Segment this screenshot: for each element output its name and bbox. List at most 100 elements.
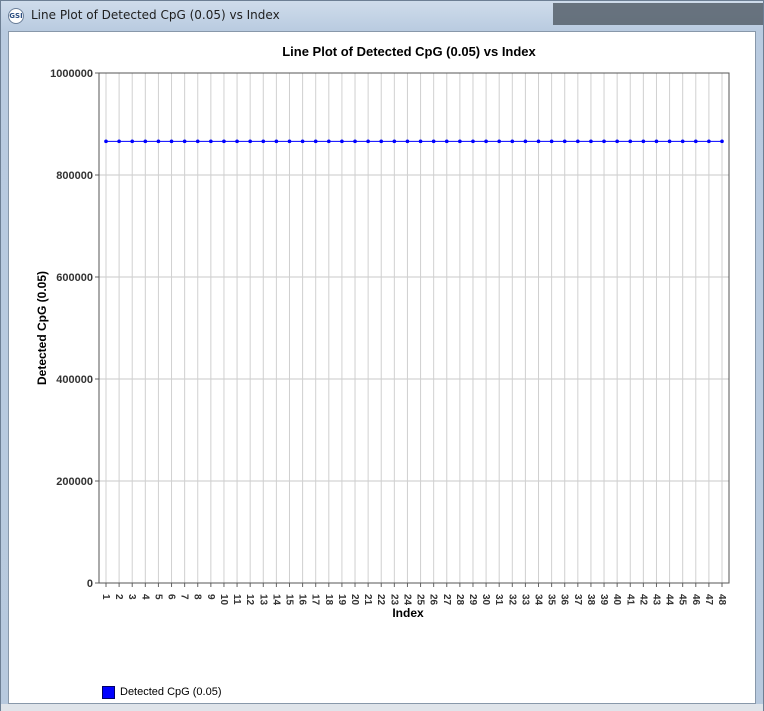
x-tick-label: 25	[415, 594, 426, 606]
x-tick-label: 33	[519, 594, 530, 606]
x-tick-label: 10	[218, 594, 229, 606]
status-strip	[1, 704, 763, 711]
data-point	[104, 139, 108, 144]
x-tick-label: 23	[388, 594, 399, 606]
x-tick-label: 21	[362, 594, 373, 606]
x-tick-label: 48	[716, 594, 727, 606]
x-tick-label: 41	[624, 594, 635, 606]
x-tick-label: 38	[585, 594, 596, 606]
data-point	[182, 139, 187, 144]
x-tick-label: 35	[546, 594, 557, 606]
data-point	[510, 139, 515, 144]
x-tick-label: 7	[179, 594, 190, 600]
data-point	[589, 139, 593, 144]
data-point	[366, 139, 370, 144]
data-point	[641, 139, 646, 144]
data-point	[562, 139, 567, 144]
data-point	[340, 139, 344, 144]
data-point	[156, 139, 161, 144]
x-tick-label: 34	[533, 594, 544, 606]
data-point	[444, 139, 449, 144]
x-tick-label: 43	[650, 594, 661, 606]
x-tick-label: 1	[100, 594, 111, 600]
x-tick-label: 22	[375, 594, 386, 606]
data-point	[615, 139, 619, 144]
data-point	[313, 139, 318, 144]
plot-border	[98, 72, 730, 584]
x-tick-label: 39	[598, 594, 609, 606]
x-tick-label: 28	[454, 594, 465, 606]
data-point	[261, 139, 266, 144]
title-bar[interactable]: GSI Line Plot of Detected CpG (0.05) vs …	[1, 1, 763, 31]
x-tick-label: 42	[637, 594, 648, 606]
window-title: Line Plot of Detected CpG (0.05) vs Inde…	[31, 8, 280, 22]
x-tick-label: 6	[166, 594, 177, 600]
data-point	[458, 139, 462, 144]
x-tick-label: 44	[664, 594, 675, 606]
data-point	[418, 139, 423, 144]
data-point	[707, 139, 711, 144]
data-point	[497, 139, 501, 144]
data-point	[602, 139, 606, 144]
legend-label: Detected CpG (0.05)	[120, 686, 222, 698]
y-tick-label: 800000	[56, 170, 93, 182]
plot-area	[99, 73, 729, 583]
data-point	[431, 139, 436, 144]
x-tick-label: 36	[559, 594, 570, 606]
chart-panel: Line Plot of Detected CpG (0.05) vs Inde…	[8, 31, 756, 704]
x-tick-label: 13	[257, 594, 268, 606]
x-tick-label: 8	[192, 594, 203, 600]
data-point	[680, 139, 685, 144]
data-point	[353, 139, 357, 144]
y-tick-label: 1000000	[50, 68, 93, 80]
x-tick-label: 17	[310, 594, 321, 606]
data-point	[235, 139, 239, 144]
x-tick-label: 45	[677, 594, 688, 606]
x-tick-label: 16	[297, 594, 308, 606]
y-axis-label: Detected CpG (0.05)	[35, 271, 49, 385]
data-point	[693, 139, 698, 144]
data-point	[628, 139, 633, 144]
x-tick-label: 30	[480, 594, 491, 606]
data-point	[405, 139, 410, 144]
data-point	[536, 139, 541, 144]
data-point	[300, 139, 305, 144]
x-tick-label: 27	[441, 594, 452, 606]
data-point	[392, 139, 397, 144]
x-tick-label: 15	[283, 594, 294, 606]
x-tick-label: 12	[244, 594, 255, 606]
x-tick-label: 11	[231, 594, 242, 605]
data-point	[327, 139, 331, 144]
data-point	[117, 139, 121, 144]
x-tick-label: 24	[401, 594, 412, 606]
y-tick-label: 400000	[56, 374, 93, 386]
x-tick-label: 37	[572, 594, 583, 606]
data-point	[248, 139, 252, 144]
data-point	[287, 139, 292, 144]
legend-swatch-icon	[102, 686, 115, 699]
x-tick-label: 26	[428, 594, 439, 606]
x-tick-label: 20	[349, 594, 360, 606]
chart-title: Line Plot of Detected CpG (0.05) vs Inde…	[282, 44, 536, 59]
x-tick-label: 9	[205, 594, 216, 600]
x-tick-label: 19	[336, 594, 347, 606]
data-point	[654, 139, 659, 144]
line-chart: Line Plot of Detected CpG (0.05) vs Inde…	[35, 44, 730, 620]
data-point	[195, 139, 200, 144]
data-point	[222, 139, 226, 144]
x-tick-label: 2	[113, 594, 124, 600]
data-point	[274, 139, 279, 144]
x-tick-label: 40	[611, 594, 622, 606]
gsi-app-icon: GSI	[8, 8, 24, 24]
y-tick-label: 0	[87, 578, 93, 590]
data-point	[720, 139, 724, 144]
data-point	[549, 139, 554, 144]
data-point	[667, 139, 672, 144]
x-tick-label: 18	[323, 594, 334, 606]
x-tick-label: 46	[690, 594, 701, 606]
data-point	[143, 139, 148, 144]
x-axis-label: Index	[392, 606, 424, 620]
data-point	[471, 139, 475, 144]
data-point	[576, 139, 580, 144]
